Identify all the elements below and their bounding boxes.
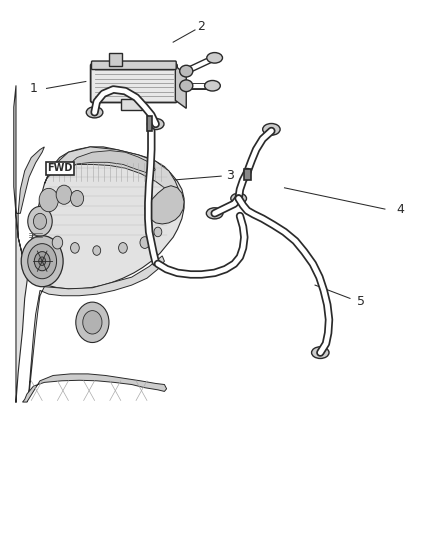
Polygon shape xyxy=(22,374,166,402)
Circle shape xyxy=(39,188,58,212)
Ellipse shape xyxy=(180,65,193,77)
Ellipse shape xyxy=(205,80,220,91)
Polygon shape xyxy=(14,86,184,402)
Ellipse shape xyxy=(148,118,164,130)
Circle shape xyxy=(71,190,84,206)
Circle shape xyxy=(33,213,46,229)
Text: 3: 3 xyxy=(226,168,234,182)
Circle shape xyxy=(21,236,63,287)
Polygon shape xyxy=(68,151,155,173)
Circle shape xyxy=(52,236,63,249)
Circle shape xyxy=(140,237,150,248)
Circle shape xyxy=(56,185,72,204)
Ellipse shape xyxy=(207,53,223,63)
Text: 5: 5 xyxy=(357,295,365,308)
Ellipse shape xyxy=(311,347,329,359)
Bar xyxy=(244,168,251,180)
Bar xyxy=(147,116,152,131)
Ellipse shape xyxy=(231,193,247,204)
Bar xyxy=(109,53,122,66)
Circle shape xyxy=(154,227,162,237)
Ellipse shape xyxy=(263,124,280,135)
Text: 4: 4 xyxy=(396,203,404,215)
Ellipse shape xyxy=(86,107,103,118)
Circle shape xyxy=(28,244,57,279)
Text: FWD: FWD xyxy=(47,163,73,173)
Polygon shape xyxy=(16,147,44,282)
Polygon shape xyxy=(175,66,186,108)
Text: 2: 2 xyxy=(198,20,205,33)
FancyBboxPatch shape xyxy=(91,63,177,102)
FancyBboxPatch shape xyxy=(92,61,176,69)
Polygon shape xyxy=(145,185,184,224)
Circle shape xyxy=(93,246,101,255)
Polygon shape xyxy=(44,147,180,192)
Circle shape xyxy=(119,243,127,253)
Circle shape xyxy=(76,302,109,343)
Circle shape xyxy=(39,257,46,265)
Circle shape xyxy=(34,252,50,271)
Circle shape xyxy=(28,206,52,236)
Bar xyxy=(121,99,142,110)
Circle shape xyxy=(71,243,79,253)
Ellipse shape xyxy=(180,80,193,92)
Ellipse shape xyxy=(206,208,223,219)
Circle shape xyxy=(83,311,102,334)
Polygon shape xyxy=(27,256,164,402)
Text: 1: 1 xyxy=(29,82,37,95)
